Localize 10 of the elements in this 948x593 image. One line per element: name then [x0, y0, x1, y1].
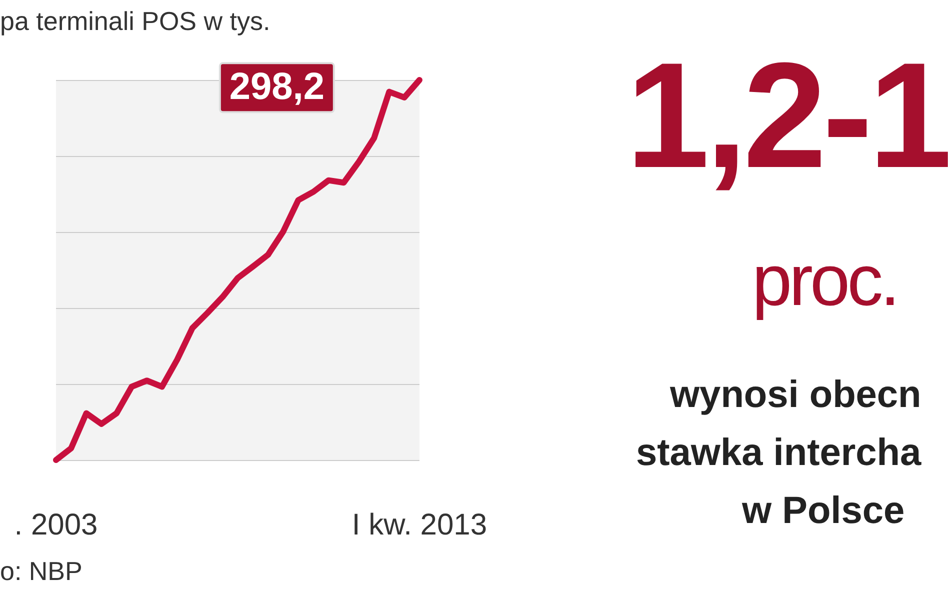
text: 1,2-1 — [626, 31, 948, 199]
text: wynosi obecn — [670, 374, 922, 417]
annotation: 298,2 — [219, 62, 334, 114]
text: o: NBP — [0, 556, 82, 587]
text: w Polsce — [742, 490, 905, 533]
text: stawka intercha — [636, 432, 922, 475]
x-tick-label: I kw. 2013 — [352, 508, 488, 542]
text: proc. — [752, 240, 898, 322]
x-tick-label: . 2003 — [14, 508, 98, 542]
chart-title: pa terminali POS w tys. — [0, 6, 270, 37]
